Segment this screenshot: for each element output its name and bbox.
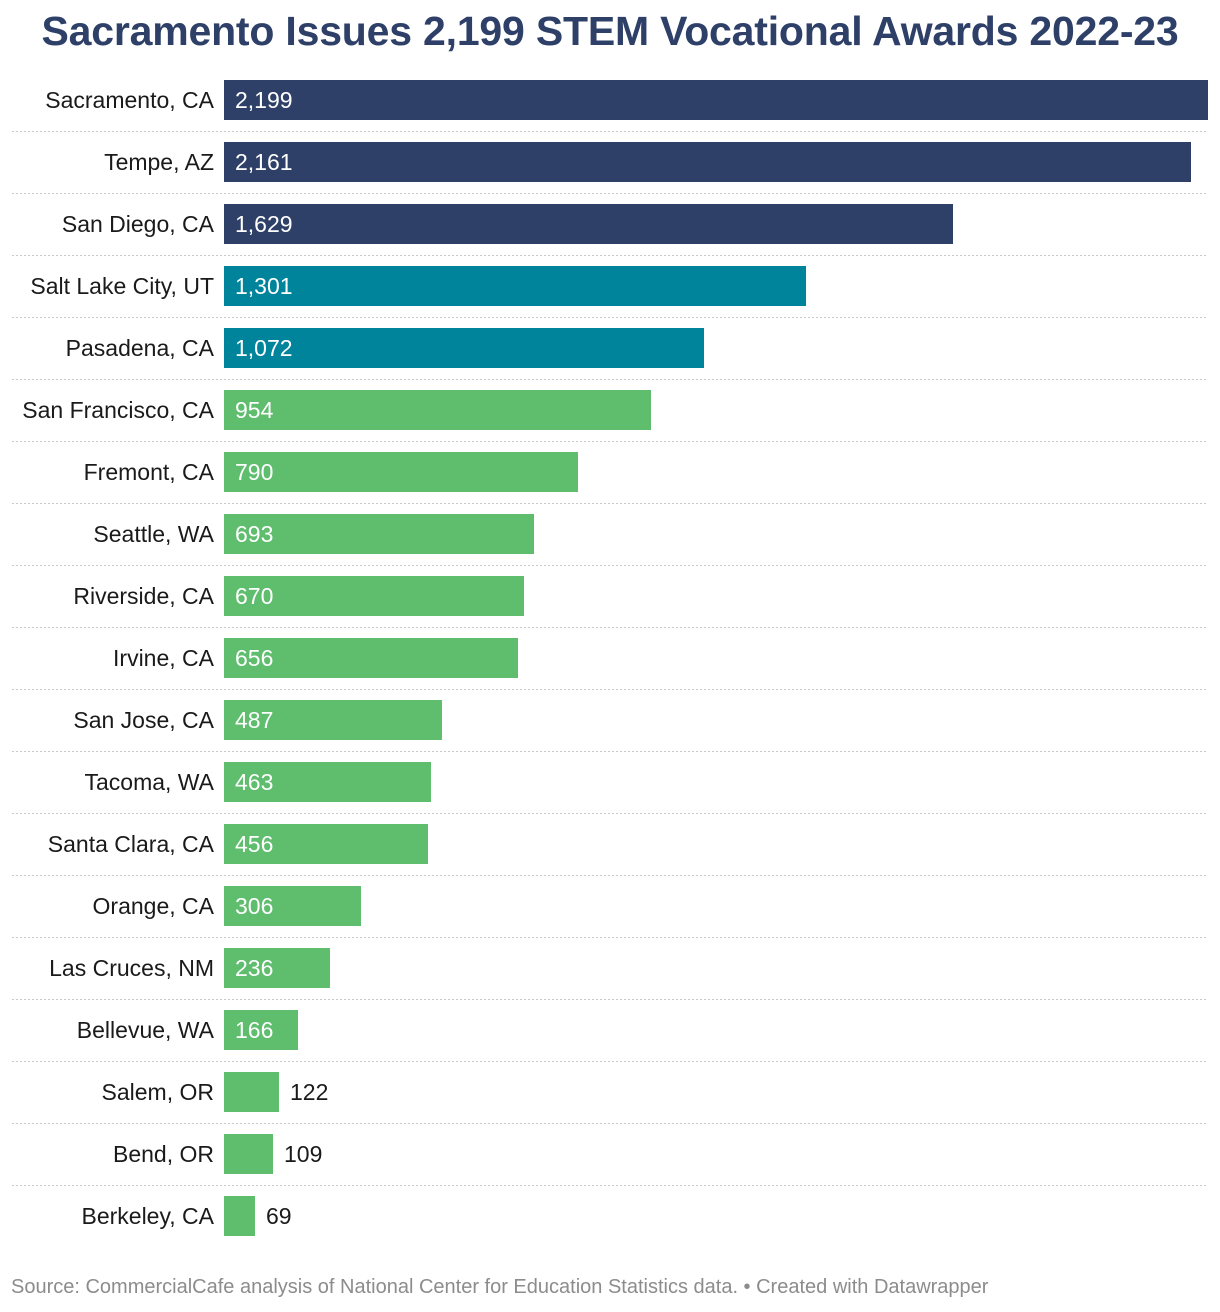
category-label-sacramento-ca: Sacramento, CA: [45, 87, 214, 113]
bar-seattle-wa: [224, 514, 534, 554]
category-label-bellevue-wa: Bellevue, WA: [77, 1017, 215, 1043]
value-label-irvine-ca: 656: [235, 645, 273, 671]
value-label-tempe-az: 2,161: [235, 149, 293, 175]
bar-irvine-ca: [224, 638, 518, 678]
bar-orange-ca: [224, 886, 361, 926]
category-label-tempe-az: Tempe, AZ: [104, 149, 214, 175]
value-label-seattle-wa: 693: [235, 521, 273, 547]
category-label-seattle-wa: Seattle, WA: [93, 521, 214, 547]
bar-pasadena-ca: [224, 328, 704, 368]
bar-san-jose-ca: [224, 700, 442, 740]
value-label-fremont-ca: 790: [235, 459, 273, 485]
source-note: Source: CommercialCafe analysis of Natio…: [11, 1276, 989, 1298]
category-label-san-jose-ca: San Jose, CA: [73, 707, 214, 733]
category-label-pasadena-ca: Pasadena, CA: [66, 335, 215, 361]
bar-berkeley-ca: [224, 1196, 255, 1236]
value-label-san-francisco-ca: 954: [235, 397, 274, 423]
bar-san-diego-ca: [224, 204, 953, 244]
bar-salt-lake-city-ut: [224, 266, 806, 306]
bar-fremont-ca: [224, 452, 578, 492]
value-label-san-diego-ca: 1,629: [235, 211, 293, 237]
bar-tacoma-wa: [224, 762, 431, 802]
category-label-bend-or: Bend, OR: [113, 1141, 214, 1167]
category-label-riverside-ca: Riverside, CA: [73, 583, 214, 609]
bar-bellevue-wa: [224, 1010, 298, 1050]
category-label-orange-ca: Orange, CA: [93, 893, 215, 919]
category-label-santa-clara-ca: Santa Clara, CA: [48, 831, 215, 857]
bar-san-francisco-ca: [224, 390, 651, 430]
value-label-tacoma-wa: 463: [235, 769, 273, 795]
category-label-san-francisco-ca: San Francisco, CA: [22, 397, 214, 423]
category-label-salem-or: Salem, OR: [102, 1079, 214, 1105]
bar-tempe-az: [224, 142, 1191, 182]
category-label-tacoma-wa: Tacoma, WA: [84, 769, 214, 795]
value-label-pasadena-ca: 1,072: [235, 335, 293, 361]
value-label-berkeley-ca: 69: [266, 1203, 292, 1229]
category-label-san-diego-ca: San Diego, CA: [62, 211, 215, 237]
value-label-orange-ca: 306: [235, 893, 273, 919]
value-label-bend-or: 109: [284, 1141, 322, 1167]
value-label-salem-or: 122: [290, 1079, 328, 1105]
bar-santa-clara-ca: [224, 824, 428, 864]
value-label-santa-clara-ca: 456: [235, 831, 273, 857]
value-label-salt-lake-city-ut: 1,301: [235, 273, 293, 299]
bar-bend-or: [224, 1134, 273, 1174]
category-label-berkeley-ca: Berkeley, CA: [81, 1203, 214, 1229]
chart-title: Sacramento Issues 2,199 STEM Vocational …: [41, 8, 1179, 54]
value-label-las-cruces-nm: 236: [235, 955, 273, 981]
category-label-las-cruces-nm: Las Cruces, NM: [49, 955, 214, 981]
value-label-sacramento-ca: 2,199: [235, 87, 293, 113]
category-label-salt-lake-city-ut: Salt Lake City, UT: [30, 273, 214, 299]
category-label-fremont-ca: Fremont, CA: [84, 459, 215, 485]
bar-sacramento-ca: [224, 80, 1208, 120]
bar-chart: Sacramento, CA 2,199 Tempe, AZ 2,161 San Die…: [12, 80, 1208, 1236]
category-label-irvine-ca: Irvine, CA: [113, 645, 215, 671]
value-label-san-jose-ca: 487: [235, 707, 273, 733]
value-label-riverside-ca: 670: [235, 583, 273, 609]
bar-las-cruces-nm: [224, 948, 330, 988]
value-label-bellevue-wa: 166: [235, 1017, 273, 1043]
bar-riverside-ca: [224, 576, 524, 616]
bar-salem-or: [224, 1072, 279, 1112]
